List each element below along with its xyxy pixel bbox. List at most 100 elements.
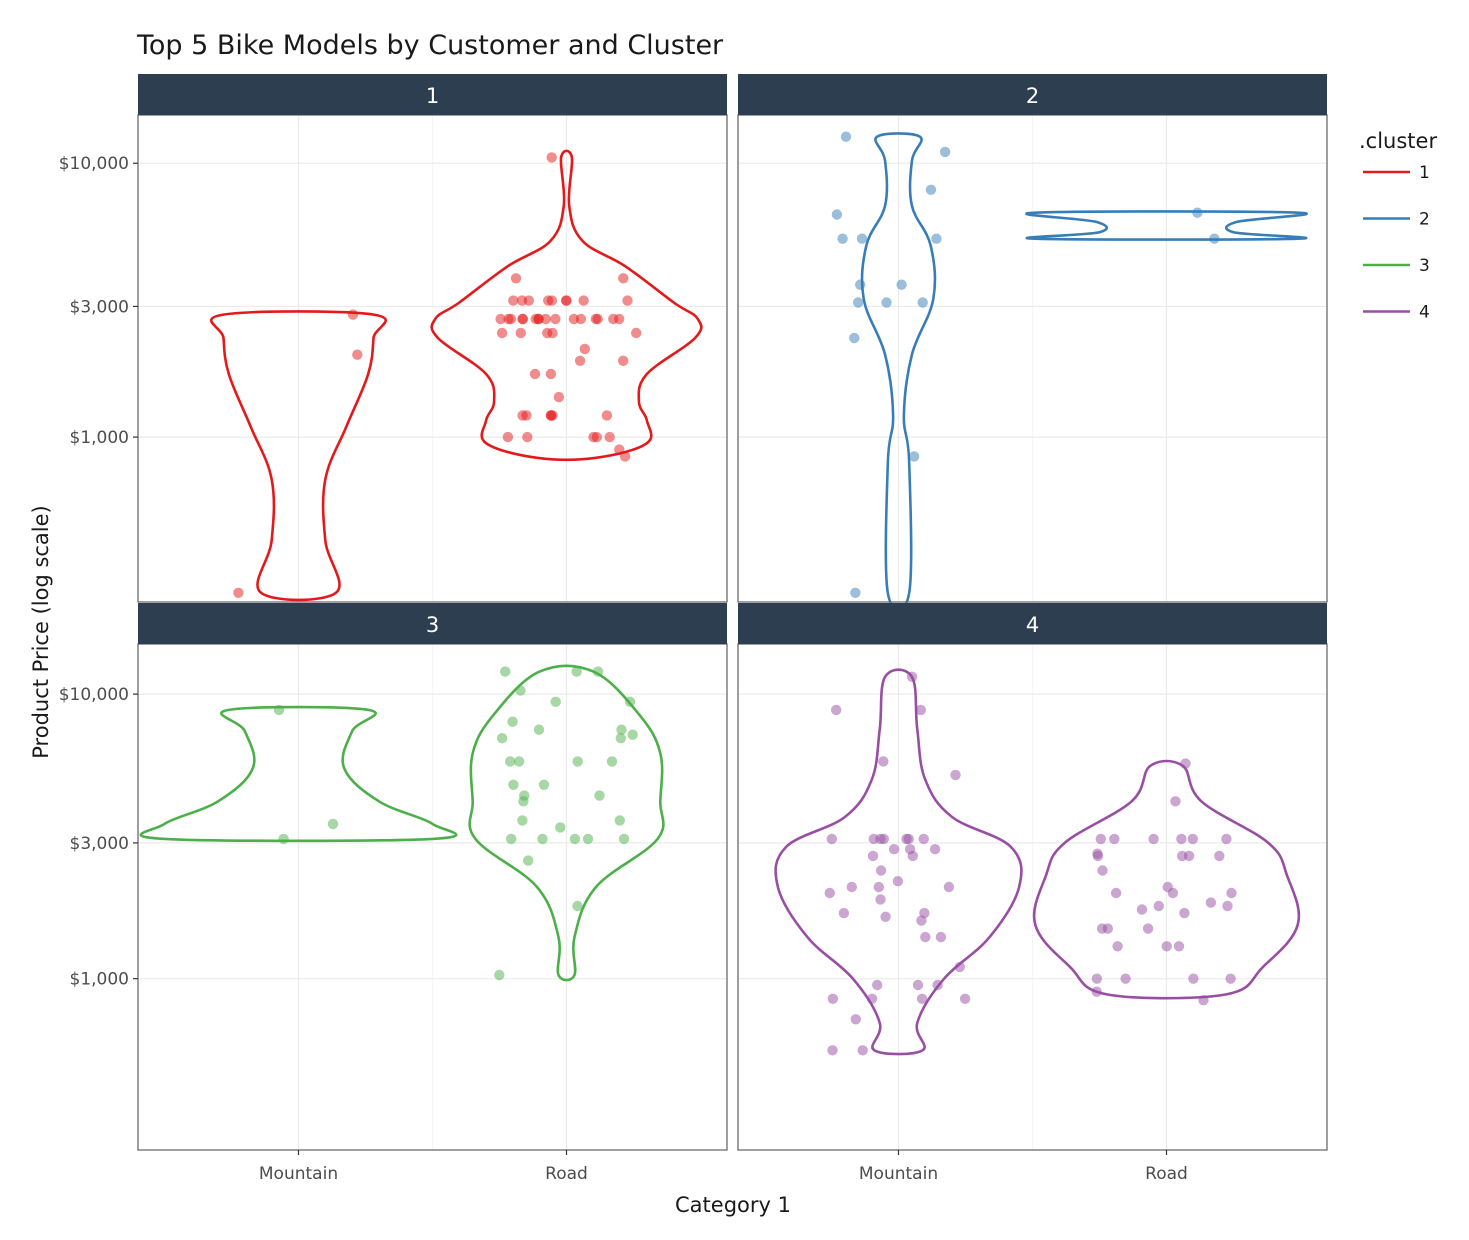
x-tick-label: Road (545, 1164, 588, 1184)
data-point (929, 844, 941, 855)
data-point (515, 685, 526, 696)
data-point (837, 233, 848, 244)
data-point (1188, 973, 1199, 984)
data-point (1096, 923, 1108, 934)
data-point (624, 696, 636, 707)
data-point (1097, 865, 1108, 876)
violin-2-road (1025, 210, 1308, 241)
data-point (496, 327, 508, 339)
data-point (925, 184, 937, 195)
y-tick-label: $3,000 (70, 297, 129, 317)
data-point (616, 724, 627, 735)
data-point (618, 355, 629, 366)
data-point (516, 295, 528, 306)
data-point (1176, 833, 1187, 845)
y-axis-title: Product Price (log scale) (29, 505, 53, 759)
data-point (1167, 887, 1179, 899)
data-point (1091, 973, 1103, 984)
data-point (916, 915, 927, 926)
data-point (916, 993, 928, 1004)
facet-strip (738, 603, 1327, 644)
y-tick-label: $3,000 (70, 834, 129, 854)
violin-2-mountain (860, 132, 937, 612)
y-tick-label: $1,000 (70, 970, 129, 990)
x-tick-label: Road (1145, 1164, 1188, 1184)
data-point (1153, 900, 1165, 912)
data-point (522, 431, 533, 443)
data-point (513, 756, 525, 767)
legend-label-4: 4 (1419, 303, 1430, 323)
data-point (608, 313, 619, 325)
violin-1-road (430, 149, 703, 462)
data-point (873, 881, 884, 893)
facet-strip-label: 4 (1026, 613, 1039, 637)
facet-strip-label: 2 (1026, 84, 1039, 108)
data-point (550, 696, 561, 707)
data-point (569, 833, 581, 845)
data-point (508, 295, 519, 306)
data-point (574, 355, 586, 366)
data-point (537, 833, 548, 845)
data-point (546, 295, 558, 306)
data-point (852, 297, 864, 308)
data-point (827, 1045, 838, 1056)
data-point (545, 368, 557, 380)
data-point (855, 279, 866, 290)
data-point (1214, 850, 1225, 862)
data-point (920, 931, 931, 943)
data-point (571, 666, 582, 677)
x-axis-title: Category 1 (675, 1193, 791, 1217)
legend-label-2: 2 (1419, 210, 1430, 230)
data-point (1173, 941, 1185, 952)
data-point (954, 961, 965, 973)
data-point (614, 815, 625, 826)
data-point (875, 833, 886, 845)
data-point (906, 671, 918, 682)
x-tick-label: Mountain (859, 1164, 938, 1184)
data-point (1226, 887, 1237, 899)
data-point (347, 309, 359, 320)
data-point (572, 900, 583, 912)
data-point (619, 451, 631, 462)
data-point (1179, 907, 1190, 919)
data-point (553, 391, 565, 403)
data-point (517, 410, 528, 421)
data-point (827, 993, 839, 1004)
violin-3-road (468, 664, 665, 982)
data-point (494, 969, 505, 981)
data-point (506, 833, 517, 845)
facet-strip (738, 74, 1327, 115)
data-point (959, 993, 971, 1004)
data-point (590, 313, 601, 325)
data-point (1109, 833, 1120, 845)
data-point (1095, 833, 1107, 845)
legend-label-3: 3 (1419, 256, 1430, 276)
violin-4-mountain (774, 668, 1023, 1056)
data-point (508, 779, 519, 790)
data-point (1091, 986, 1102, 997)
x-tick-label: Mountain (259, 1164, 338, 1184)
data-point (1142, 923, 1154, 934)
y-tick-label: $10,000 (59, 154, 129, 174)
data-point (908, 451, 920, 462)
data-point (604, 431, 615, 443)
data-point (840, 131, 852, 142)
data-point (1198, 995, 1209, 1006)
y-tick-label: $10,000 (59, 685, 129, 705)
violin-1-mountain (209, 310, 388, 602)
data-point (849, 332, 860, 344)
facet-panel-1: 1 $1,000 $3,000 $10,000 (59, 74, 728, 603)
data-point (533, 313, 544, 325)
data-point (606, 756, 618, 767)
data-point (555, 822, 566, 833)
data-point (500, 666, 511, 677)
data-point (826, 833, 837, 845)
data-point (631, 327, 642, 339)
data-point (507, 716, 518, 727)
data-point (866, 993, 878, 1004)
data-point (505, 756, 516, 767)
data-point (1225, 973, 1236, 984)
data-point (907, 850, 918, 862)
data-point (875, 865, 887, 876)
facet-strip (138, 74, 727, 115)
